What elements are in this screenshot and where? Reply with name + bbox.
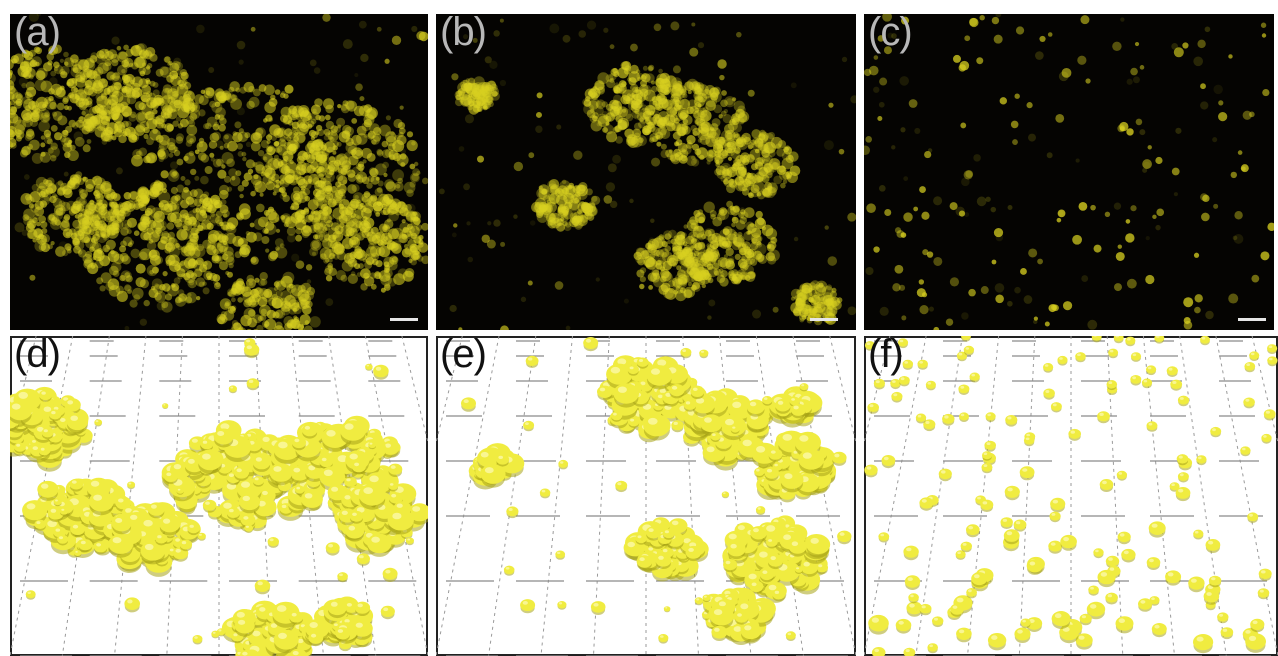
micrograph-a (10, 14, 428, 330)
render-d (10, 336, 428, 656)
panel-label-d: (d) (14, 336, 61, 376)
panel-label-a: (a) (14, 14, 61, 54)
panel-e: (e) (436, 336, 856, 656)
panel-label-f: (f) (868, 336, 904, 376)
panel-c: (c) (864, 14, 1274, 330)
scale-bar-a (390, 318, 418, 321)
panel-b: (b) (436, 14, 856, 330)
panel-a: (a) (10, 14, 428, 330)
micrograph-b (438, 18, 856, 330)
panel-d: (d) (10, 336, 428, 656)
panel-f: (f) (864, 336, 1278, 656)
scale-bar-c (1238, 318, 1266, 321)
scale-bar-b (810, 318, 838, 321)
panel-label-b: (b) (440, 14, 487, 54)
micrograph-c (864, 14, 1274, 330)
panel-label-c: (c) (868, 14, 913, 54)
render-e (436, 336, 856, 656)
render-f (864, 336, 1278, 656)
panel-label-e: (e) (440, 336, 487, 376)
